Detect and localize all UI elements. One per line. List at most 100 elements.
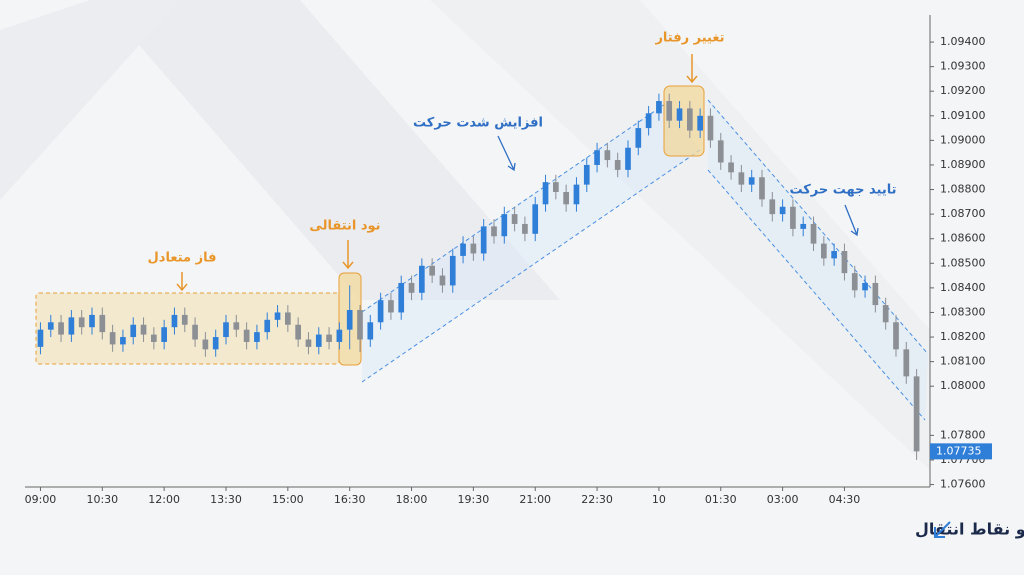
y-tick-label: 1.08900 [940,158,986,171]
arrow [176,272,188,292]
title-icon [934,521,951,538]
x-tick-label: 21:00 [519,493,551,506]
candle-body [687,108,693,131]
candle-body [264,319,271,333]
candle-body [862,282,868,291]
x-tick-label: 03:00 [767,493,799,506]
x-tick-label: 16:30 [334,493,366,506]
candle-body [78,317,85,328]
last-price-label: 1.07735 [936,444,982,457]
candle-body [47,322,54,330]
y-tick-label: 1.08300 [940,305,986,318]
x-tick-label: 09:00 [25,493,57,506]
channel-line [707,169,926,421]
y-tick-label: 1.07600 [940,478,986,491]
candle-body [151,334,157,342]
candle-body [140,324,147,335]
y-tick-label: 1.09000 [940,133,986,146]
annotation: افزایش شدت حرکت [413,116,543,131]
candle-body [212,337,219,350]
candle-body [429,265,435,276]
candle-body [202,339,209,350]
channel-line [361,149,701,383]
x-tick-label: 22:30 [581,493,613,506]
candle-body [676,108,683,121]
behavior-box [663,85,705,157]
candle-body [573,184,580,205]
candle-body [37,329,44,347]
x-tick-label: 15:00 [272,493,304,506]
candle-body [315,334,322,347]
candle-body [58,322,64,335]
bg-shape [430,0,930,470]
candles [37,93,920,460]
range-box [35,292,340,365]
candle-body [501,214,508,237]
candle-body [295,324,301,340]
candle-body [779,206,786,215]
candle-body [305,339,312,347]
candle-body [181,314,188,325]
arrow [844,204,859,237]
y-tick-label: 1.08000 [940,379,986,392]
candle-body [810,223,817,244]
candle-body [491,226,497,237]
candle-body [738,172,745,185]
candle-body [522,223,528,234]
candle-body [68,317,75,335]
annotation: تغییر رفتار [654,31,724,46]
candle-body [171,314,178,328]
candle-body [635,128,642,148]
x-tick-label: 12:00 [148,493,180,506]
x-tick-label: 13:30 [210,493,242,506]
candle-body [192,324,198,340]
candle-body [913,376,920,452]
y-tick-label: 1.08600 [940,232,986,245]
arrow [497,135,516,172]
candle-body [717,140,724,163]
candle-body [377,300,384,323]
candle-body [326,334,332,342]
candle-body [243,329,250,342]
annotation: فاز متعادل [148,251,217,266]
y-tick-label: 1.09100 [940,109,986,122]
candle-body [594,150,600,165]
x-tick-label: 01:30 [705,493,737,506]
y-tick-label: 1.08800 [940,183,986,196]
candle-body [748,177,755,185]
y-tick-label: 1.08400 [940,281,986,294]
arrow [342,240,354,270]
candle-body [460,243,466,256]
candle-body [109,332,116,345]
candle-body [707,115,714,141]
arrow [686,54,698,84]
candle-body [553,182,559,192]
candle-body [841,251,848,274]
candle-body [697,115,703,131]
candle-body [388,300,394,313]
x-tick-label: 04:30 [829,493,861,506]
candle-body [851,273,858,291]
x-tick-label: 10 [652,493,666,506]
candle-body [666,101,673,121]
bg-shape [0,0,180,200]
bg-shape [100,0,560,300]
candle-body [408,282,415,293]
candle-body [254,332,260,342]
candle-body [398,282,405,313]
y-tick-label: 1.08100 [940,355,986,368]
candle-body [563,192,569,205]
candle-body [367,322,374,340]
x-tick-label: 19:30 [458,493,490,506]
x-tick-label: 18:00 [396,493,428,506]
x-tick-label: 10:30 [86,493,118,506]
candle-body [89,314,95,328]
candle-body [769,199,776,215]
candle-body [439,275,446,286]
y-tick-label: 1.09200 [940,84,986,97]
candle-body [903,349,910,377]
candle-body [759,177,765,200]
candle-body [470,243,477,254]
